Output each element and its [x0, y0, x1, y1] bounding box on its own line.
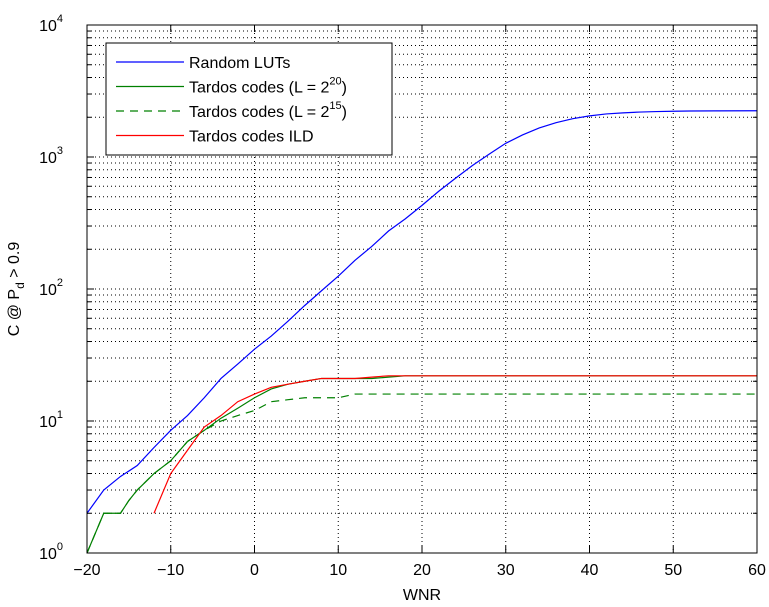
x-tick-label: 10	[329, 562, 347, 579]
series-layer	[86, 110, 758, 554]
y-tick-label-base: 10	[39, 414, 57, 431]
y-tick-label-exponent: 0	[57, 541, 63, 553]
y-tick-label: 102	[39, 277, 63, 299]
x-tick-label: −20	[73, 562, 100, 579]
y-tick-label-exponent: 2	[57, 277, 63, 289]
x-axis-label: WNR	[403, 587, 441, 604]
legend-label: Tardos codes (L = 220)	[189, 76, 347, 97]
y-tick-label-base: 10	[39, 282, 57, 299]
y-tick-label: 103	[39, 145, 63, 167]
y-axis-label-tail: > 0.9	[6, 242, 23, 283]
y-axis-label-subscript: d	[13, 282, 27, 289]
y-tick-label-exponent: 4	[57, 13, 63, 25]
x-tick-label: 0	[250, 562, 259, 579]
legend-label-text: Tardos codes (L = 2	[189, 104, 329, 121]
legend-label: Tardos codes ILD	[189, 129, 314, 146]
y-tick-label: 104	[39, 13, 63, 35]
legend-label-exponent: 20	[329, 76, 341, 88]
x-tick-label: 40	[581, 562, 599, 579]
y-tick-label-base: 10	[39, 18, 57, 35]
y-tick-label-exponent: 1	[57, 409, 63, 421]
legend-label-text: Random LUTs	[189, 55, 290, 72]
series-line-3	[153, 375, 757, 514]
legend-label-text: Tardos codes ILD	[189, 129, 314, 146]
legend-label: Tardos codes (L = 215)	[189, 100, 347, 121]
ticks	[86, 24, 758, 554]
x-tick-label: 30	[497, 562, 515, 579]
legend-label-suffix: )	[342, 80, 347, 97]
y-tick-label: 101	[39, 409, 63, 431]
x-tick-label: 50	[664, 562, 682, 579]
legend-label-text: Tardos codes (L = 2	[189, 80, 329, 97]
x-tick-label: 60	[748, 562, 766, 579]
y-tick-label-base: 10	[39, 150, 57, 167]
y-axis-label-main: C @ P	[6, 289, 23, 336]
legend-label-suffix: )	[342, 104, 347, 121]
legend-label: Random LUTs	[189, 55, 290, 72]
series-line-0	[86, 110, 758, 514]
y-axis-label: C @ Pd > 0.9	[6, 242, 27, 337]
legend-label-exponent: 15	[329, 100, 341, 112]
y-tick-label: 100	[39, 541, 63, 563]
y-tick-label-exponent: 3	[57, 145, 63, 157]
y-tick-label-base: 10	[39, 546, 57, 563]
series-line-2	[86, 393, 757, 554]
x-tick-label: −10	[157, 562, 184, 579]
x-tick-label: 20	[413, 562, 431, 579]
